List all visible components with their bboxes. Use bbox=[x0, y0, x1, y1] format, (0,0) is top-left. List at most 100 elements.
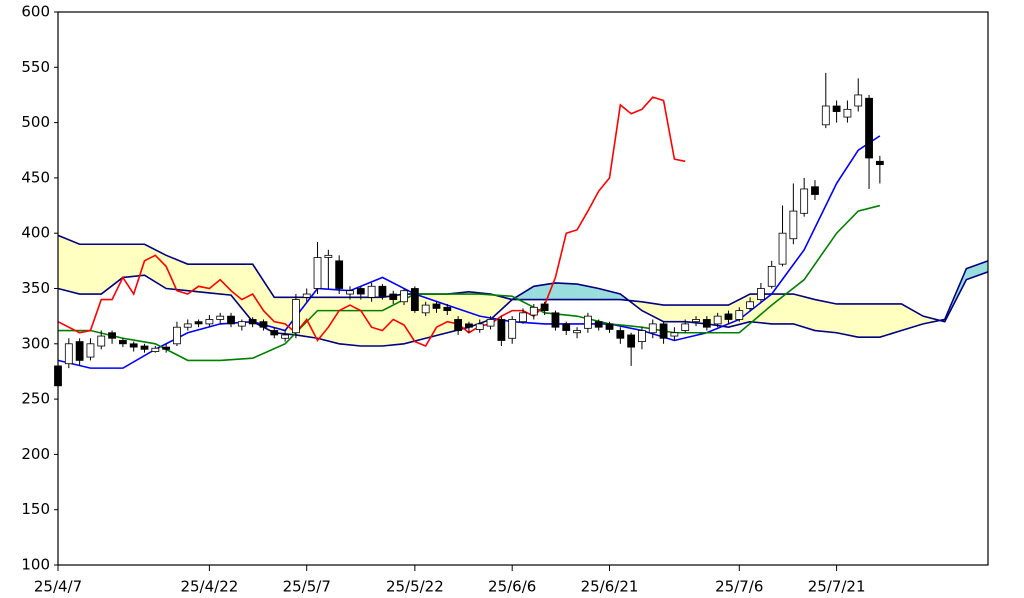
y-tick-label: 450 bbox=[21, 168, 50, 186]
candle-body bbox=[767, 265, 776, 287]
cloud-fill bbox=[771, 294, 794, 324]
candle-body bbox=[281, 334, 289, 339]
candle-body bbox=[605, 323, 614, 330]
candle-body bbox=[638, 330, 646, 342]
candle-body bbox=[670, 332, 679, 337]
candle-body bbox=[64, 343, 73, 365]
y-tick-label: 400 bbox=[21, 224, 50, 242]
candle-body bbox=[854, 94, 863, 107]
cloud-fill bbox=[750, 294, 772, 324]
indicator-line bbox=[58, 204, 881, 362]
cloud-fill bbox=[122, 244, 145, 278]
candle-body bbox=[778, 232, 787, 265]
candle-body bbox=[627, 334, 636, 348]
cloud-fill bbox=[274, 297, 296, 335]
candle-body bbox=[75, 341, 84, 361]
cloud-fill bbox=[641, 301, 664, 322]
x-tick-label: 25/6/21 bbox=[581, 578, 639, 596]
candle-body bbox=[302, 293, 311, 298]
candle-body bbox=[800, 188, 809, 214]
cloud-fill bbox=[685, 305, 707, 324]
cloud-fill bbox=[901, 303, 924, 331]
candle-body bbox=[573, 330, 581, 334]
candle-body bbox=[129, 343, 138, 348]
candle-body bbox=[86, 343, 95, 358]
cloud-fill bbox=[966, 260, 988, 280]
cloud-fill bbox=[879, 303, 902, 338]
candle-body bbox=[702, 319, 711, 328]
y-tick-label: 600 bbox=[21, 3, 50, 21]
cloud-fill bbox=[144, 244, 167, 289]
candle-body bbox=[346, 290, 354, 295]
candle-body bbox=[746, 301, 754, 309]
candle-body bbox=[259, 321, 268, 328]
candle-body bbox=[648, 323, 657, 334]
y-tick-label: 350 bbox=[21, 279, 50, 297]
plot-frame bbox=[57, 11, 989, 566]
y-tick-label: 150 bbox=[21, 500, 50, 518]
candle-body bbox=[313, 257, 322, 289]
x-tick-label: 25/6/6 bbox=[488, 578, 536, 596]
cloud-fill bbox=[231, 264, 253, 322]
candle-body bbox=[194, 321, 203, 325]
candle-body bbox=[97, 335, 106, 347]
candle-body bbox=[162, 346, 171, 350]
candle-body bbox=[865, 97, 873, 159]
cloud-fill bbox=[468, 291, 491, 328]
candle-body bbox=[475, 323, 484, 330]
cloud-fill bbox=[555, 282, 578, 300]
candle-body bbox=[757, 288, 765, 300]
cloud-fill bbox=[793, 294, 815, 331]
cloud-fill bbox=[187, 264, 210, 293]
candle-body bbox=[529, 306, 538, 316]
cloud-fill bbox=[404, 294, 426, 344]
candle-body bbox=[519, 312, 527, 323]
candle-body bbox=[724, 313, 733, 320]
candle-body bbox=[432, 303, 441, 309]
candle-body bbox=[594, 321, 603, 328]
candle-body bbox=[583, 315, 592, 329]
candle-body bbox=[540, 303, 549, 312]
cloud-fill bbox=[317, 297, 340, 344]
candle-body bbox=[486, 319, 495, 327]
candle-body bbox=[465, 323, 473, 328]
candle-body bbox=[108, 332, 116, 339]
candle-body bbox=[735, 310, 744, 320]
cloud-fill bbox=[79, 244, 102, 295]
cloud-fill bbox=[58, 235, 80, 295]
candle-body bbox=[151, 347, 160, 352]
candle-body bbox=[140, 345, 149, 350]
cloud-span-line bbox=[57, 234, 989, 323]
x-tick-label: 25/5/7 bbox=[283, 578, 331, 596]
cloud-fill bbox=[836, 303, 859, 338]
cloud-fill bbox=[425, 294, 448, 339]
candle-body bbox=[248, 319, 257, 325]
candle-body bbox=[713, 315, 722, 325]
candle-body bbox=[551, 312, 560, 328]
y-tick-label: 500 bbox=[21, 113, 50, 131]
candle-body bbox=[118, 340, 127, 345]
cloud-fill bbox=[339, 297, 361, 347]
candle-body bbox=[216, 315, 225, 320]
candle-body bbox=[659, 323, 668, 339]
candle-body bbox=[400, 290, 408, 303]
candle-body bbox=[205, 319, 214, 325]
candle-body bbox=[843, 108, 852, 118]
candle-body bbox=[821, 105, 830, 126]
cloud-fill bbox=[814, 299, 837, 333]
candle-body bbox=[292, 299, 300, 334]
cloud-span-line bbox=[57, 260, 989, 347]
candle-body bbox=[497, 319, 506, 341]
candle-body bbox=[454, 319, 463, 331]
candle-body bbox=[692, 319, 700, 323]
x-tick-label: 25/4/7 bbox=[34, 578, 82, 596]
x-tick-label: 25/7/21 bbox=[808, 578, 866, 596]
candle-body bbox=[410, 288, 419, 312]
candle-body bbox=[324, 254, 333, 258]
candle-body bbox=[875, 160, 884, 166]
candle-body bbox=[832, 105, 841, 112]
candle-body bbox=[367, 285, 376, 298]
candle-body bbox=[183, 323, 192, 328]
x-tick-label: 25/5/22 bbox=[386, 578, 444, 596]
